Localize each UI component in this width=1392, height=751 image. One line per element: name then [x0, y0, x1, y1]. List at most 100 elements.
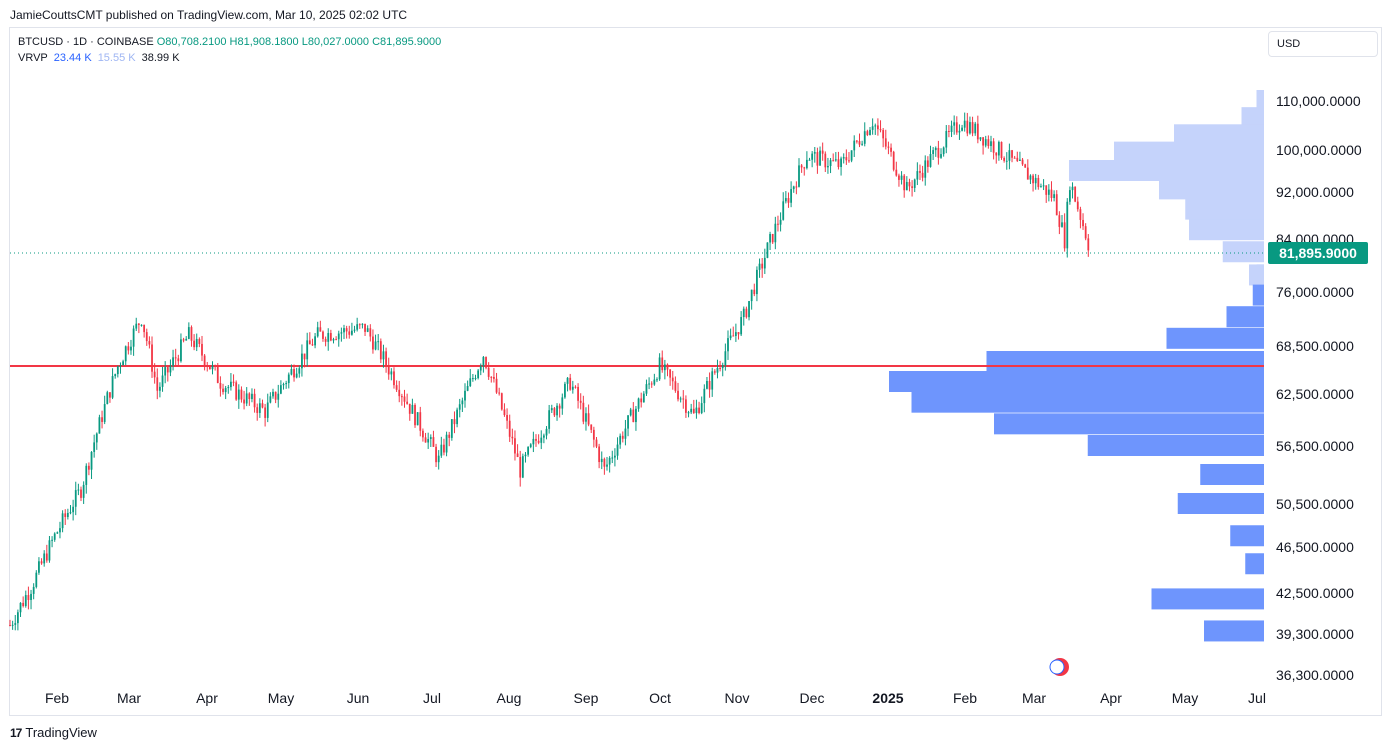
candle-body: [587, 413, 590, 425]
candle-body: [182, 339, 185, 341]
volume-total-value: 38.99 K: [141, 52, 180, 64]
volume-profile-bar: [1200, 464, 1264, 485]
candle-body: [456, 409, 458, 425]
candle-body: [311, 344, 314, 346]
volume-profile-bar: [1226, 306, 1264, 328]
price-tick-label: 110,000.0000: [1276, 93, 1361, 109]
candle-body: [916, 171, 919, 180]
last-price-label: 81,895.9000: [1279, 245, 1357, 261]
candle-body: [798, 165, 800, 187]
candle-body: [577, 386, 579, 401]
candle-body: [853, 140, 856, 151]
tradingview-logo-icon[interactable]: 17: [10, 725, 22, 740]
candle-body: [395, 385, 398, 390]
candle-body: [298, 368, 301, 374]
candle-body: [466, 385, 469, 391]
candle-body: [608, 457, 611, 465]
candle-body: [995, 152, 998, 156]
candle-body: [303, 353, 306, 360]
candle-body: [958, 130, 961, 133]
time-tick-label: Apr: [196, 690, 218, 706]
candle-body: [527, 447, 530, 455]
candle-body: [424, 437, 427, 443]
candle-body: [414, 404, 416, 426]
candle-body: [690, 408, 693, 413]
candle-body: [193, 340, 195, 348]
candle-body: [984, 139, 987, 146]
candle-body: [256, 407, 259, 413]
volume-profile-bar: [1151, 588, 1264, 610]
candle-body: [393, 371, 395, 386]
candle-body: [45, 553, 48, 561]
candle-body: [621, 435, 624, 439]
candle-body: [900, 175, 903, 180]
candle-body: [177, 358, 180, 362]
candle-body: [387, 365, 390, 375]
time-tick-label: Dec: [800, 690, 825, 706]
candle-body: [145, 332, 148, 342]
candle-body: [27, 595, 30, 600]
brand-label[interactable]: TradingView: [25, 725, 97, 740]
volume-profile-bar: [1159, 178, 1264, 200]
candle-body: [656, 379, 658, 381]
candle-body: [361, 323, 364, 325]
candle-body: [624, 428, 627, 439]
candle-body: [224, 388, 227, 393]
candle-body: [924, 160, 927, 178]
candle-body: [308, 340, 311, 345]
candle-body: [251, 393, 253, 400]
candle-body: [877, 125, 879, 130]
candle-body: [1074, 186, 1077, 202]
candle-body: [932, 150, 935, 155]
candle-body: [448, 434, 451, 438]
candle-body: [1016, 157, 1019, 161]
candle-body: [306, 340, 309, 360]
candle-body: [982, 137, 984, 146]
candle-body: [784, 198, 787, 202]
candle-body: [713, 371, 716, 373]
candle-body: [590, 424, 593, 430]
candle-body: [324, 338, 327, 342]
candle-body: [61, 513, 64, 529]
candle-body: [1071, 186, 1074, 191]
candle-body: [329, 333, 332, 341]
candle-body: [237, 389, 240, 400]
candle-body: [619, 435, 622, 445]
candle-body: [564, 383, 566, 398]
candle-body: [143, 324, 146, 333]
candle-body: [1068, 190, 1071, 202]
candle-body: [545, 428, 548, 436]
candle-body: [937, 147, 940, 158]
candle-body: [514, 438, 516, 454]
vrvp-legend: VRVP 23.44 K 15.55 K 38.99 K: [18, 50, 441, 66]
time-tick-label: Mar: [117, 690, 141, 706]
candle-body: [214, 365, 217, 367]
candle-body: [195, 338, 198, 348]
candle-body: [903, 175, 906, 191]
candle-body: [64, 513, 67, 517]
candle-body: [19, 602, 22, 613]
candle-body: [921, 172, 924, 178]
currency-button[interactable]: USD: [1268, 31, 1378, 57]
candle-body: [779, 219, 782, 225]
candle-body: [1021, 159, 1024, 165]
candle-body: [348, 331, 351, 335]
candle-body: [574, 386, 577, 388]
candle-body: [926, 160, 929, 167]
symbol-label[interactable]: BTCUSD · 1D · COINBASE: [18, 36, 154, 48]
candle-body: [245, 393, 248, 404]
candle-body: [990, 141, 992, 147]
indicator-label[interactable]: VRVP: [18, 52, 48, 64]
candle-body: [450, 419, 453, 438]
volume-profile-bar: [1249, 264, 1264, 286]
candle-body: [295, 373, 298, 378]
candle-body: [1084, 226, 1087, 239]
candle-body: [934, 147, 937, 151]
candle-body: [653, 379, 656, 385]
candle-body: [95, 433, 98, 443]
candle-body: [695, 407, 698, 414]
candle-body: [553, 408, 556, 416]
candle-body: [474, 378, 477, 380]
candle-body: [1042, 185, 1045, 187]
